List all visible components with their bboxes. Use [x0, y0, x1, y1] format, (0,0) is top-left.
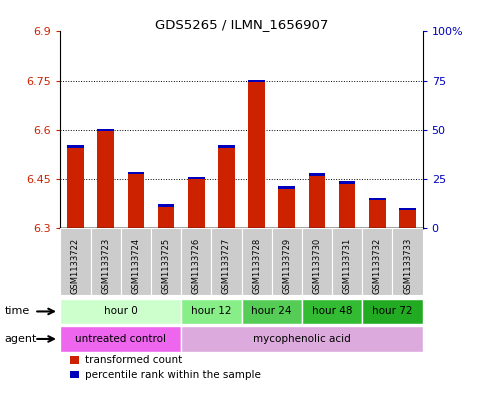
Bar [248, 80, 265, 82]
Bar [128, 172, 144, 174]
Text: time: time [5, 307, 30, 316]
Text: GSM1133732: GSM1133732 [373, 238, 382, 294]
Bar [67, 145, 84, 148]
Bar [188, 176, 204, 179]
Text: GSM1133725: GSM1133725 [161, 238, 170, 294]
Bar [60, 326, 181, 352]
Bar [309, 176, 325, 228]
Bar [362, 228, 393, 295]
Text: GSM1133726: GSM1133726 [192, 238, 201, 294]
Bar [188, 179, 204, 228]
Bar [218, 145, 235, 148]
Text: agent: agent [5, 334, 37, 344]
Text: hour 12: hour 12 [191, 307, 231, 316]
Bar [242, 299, 302, 324]
Bar [218, 148, 235, 228]
Bar [339, 182, 355, 184]
Bar [332, 228, 362, 295]
Text: GSM1133730: GSM1133730 [313, 238, 322, 294]
Bar [128, 174, 144, 228]
Text: hour 24: hour 24 [252, 307, 292, 316]
Bar [248, 82, 265, 228]
Bar [362, 299, 423, 324]
Bar [399, 210, 416, 228]
Bar [60, 228, 91, 295]
Bar [181, 326, 423, 352]
Text: GSM1133727: GSM1133727 [222, 238, 231, 294]
Bar [98, 131, 114, 228]
Bar [302, 299, 362, 324]
Bar [399, 208, 416, 210]
Bar [309, 173, 325, 176]
Text: GSM1133723: GSM1133723 [101, 238, 110, 294]
Bar [302, 228, 332, 295]
Text: transformed count: transformed count [85, 355, 182, 365]
Bar [98, 129, 114, 131]
Text: GSM1133731: GSM1133731 [342, 238, 352, 294]
Bar [151, 228, 181, 295]
Bar [60, 299, 181, 324]
Bar [369, 198, 385, 200]
Bar [339, 184, 355, 228]
Bar [158, 207, 174, 228]
Text: hour 48: hour 48 [312, 307, 352, 316]
Text: GSM1133724: GSM1133724 [131, 238, 141, 294]
Bar [369, 200, 385, 228]
Bar [181, 299, 242, 324]
Text: GDS5265 / ILMN_1656907: GDS5265 / ILMN_1656907 [155, 18, 328, 31]
Bar [279, 189, 295, 228]
Text: GSM1133729: GSM1133729 [282, 238, 291, 294]
Bar [393, 228, 423, 295]
Bar [121, 228, 151, 295]
Text: percentile rank within the sample: percentile rank within the sample [85, 370, 260, 380]
Bar [91, 228, 121, 295]
Bar [212, 228, 242, 295]
Text: untreated control: untreated control [75, 334, 166, 344]
Bar [158, 204, 174, 207]
Text: mycophenolic acid: mycophenolic acid [253, 334, 351, 344]
Text: GSM1133722: GSM1133722 [71, 238, 80, 294]
Text: hour 0: hour 0 [104, 307, 138, 316]
Text: GSM1133733: GSM1133733 [403, 238, 412, 294]
Bar [271, 228, 302, 295]
Bar [67, 148, 84, 228]
Bar [279, 186, 295, 189]
Bar [181, 228, 212, 295]
Text: GSM1133728: GSM1133728 [252, 238, 261, 294]
Bar [242, 228, 271, 295]
Text: hour 72: hour 72 [372, 307, 412, 316]
